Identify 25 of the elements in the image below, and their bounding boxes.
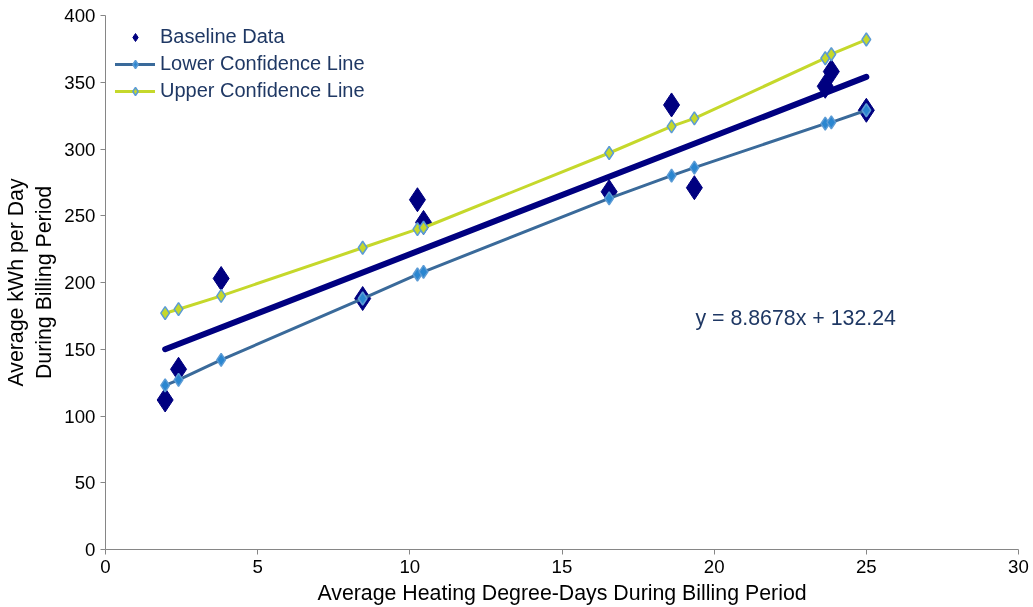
point xyxy=(861,32,872,47)
point xyxy=(666,119,677,134)
y-tick-label: 0 xyxy=(85,539,96,560)
point xyxy=(689,111,700,126)
x-axis-title: Average Heating Degree-Days During Billing Period xyxy=(317,580,807,605)
legend-label: Lower Confidence Line xyxy=(160,52,365,75)
x-tick-label: 5 xyxy=(252,555,263,577)
y-tick-label: 50 xyxy=(74,472,96,494)
y-tick-label: 150 xyxy=(64,338,96,360)
y-tick-label: 400 xyxy=(64,5,96,26)
x-tick-label: 25 xyxy=(855,555,877,577)
y-tick-label: 100 xyxy=(64,405,96,427)
y-tick-label: 300 xyxy=(64,138,96,160)
y-tick-label: 350 xyxy=(64,71,96,93)
x-tick-label: 0 xyxy=(100,555,111,577)
y-axis-title: Average kWh per Day During Billing Period xyxy=(3,178,57,387)
legend-label: Baseline Data xyxy=(160,25,285,48)
annotation: y = 8.8678x + 132.24 xyxy=(695,305,897,330)
legend-label: Upper Confidence Line xyxy=(160,79,365,102)
x-tick-label: 15 xyxy=(551,555,573,577)
x-tick-label: 30 xyxy=(1008,555,1029,577)
y-tick-label: 200 xyxy=(64,272,96,293)
x-tick-label: 10 xyxy=(399,555,421,577)
y-tick-label: 250 xyxy=(64,205,96,227)
x-tick-label: 20 xyxy=(703,555,725,577)
